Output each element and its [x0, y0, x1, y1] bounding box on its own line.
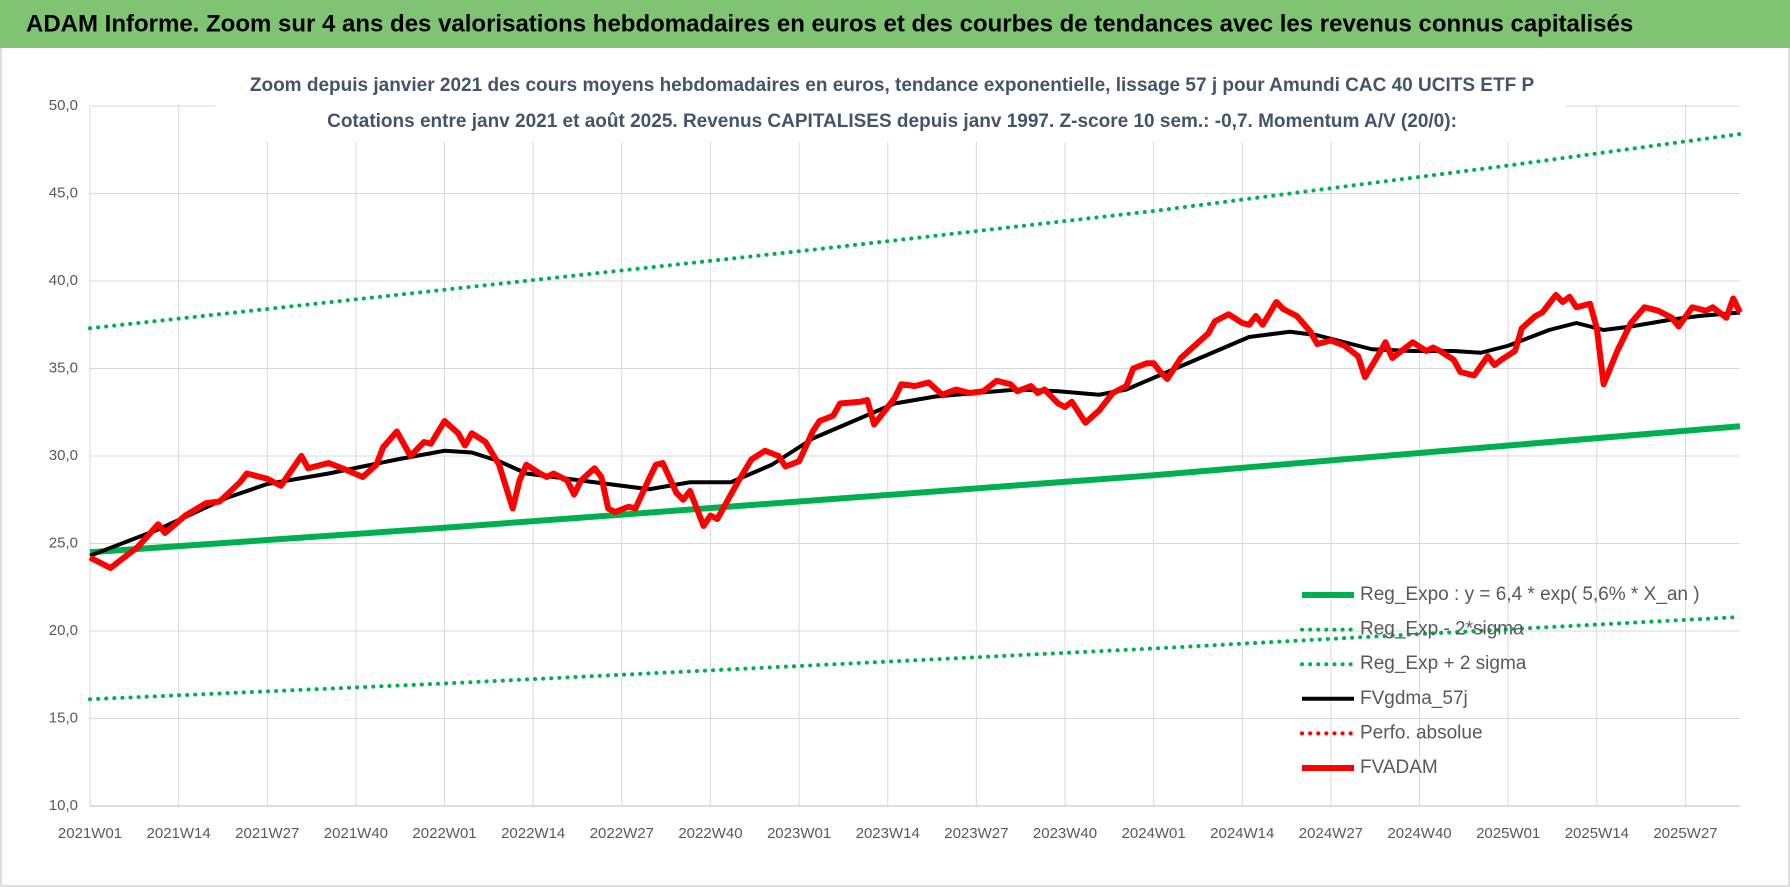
x-tick-label: 2024W27 — [1299, 825, 1363, 842]
x-tick-label: 2023W01 — [767, 825, 831, 842]
y-tick-label: 45,0 — [49, 184, 78, 201]
y-tick-label: 25,0 — [49, 534, 78, 551]
x-tick-label: 2021W40 — [324, 825, 388, 842]
x-tick-label: 2022W40 — [678, 825, 742, 842]
y-tick-label: 10,0 — [49, 797, 78, 814]
legend-label: FVgdma_57j — [1360, 688, 1468, 709]
legend-label: Reg_Exp - 2*sigma — [1360, 619, 1524, 640]
x-tick-label: 2024W14 — [1210, 825, 1274, 842]
y-tick-label: 15,0 — [49, 709, 78, 726]
series-line — [89, 423, 1741, 556]
x-tick-label: 2023W40 — [1033, 825, 1097, 842]
y-tick-label: 35,0 — [49, 359, 78, 376]
x-tick-label: 2021W14 — [147, 825, 211, 842]
chart-subtitle: Cotations entre janv 2021 et août 2025. … — [327, 111, 1457, 132]
series-line — [88, 132, 1742, 331]
x-tick-label: 2023W27 — [944, 825, 1008, 842]
chart-subtitle: Zoom depuis janvier 2021 des cours moyen… — [250, 75, 1535, 96]
y-tick-label: 30,0 — [49, 447, 78, 464]
legend-label: FVADAM — [1360, 757, 1438, 778]
x-tick-label: 2022W14 — [501, 825, 565, 842]
legend-label: Perfo. absolue — [1360, 722, 1483, 743]
x-tick-label: 2022W27 — [590, 825, 654, 842]
y-tick-label: 20,0 — [49, 622, 78, 639]
x-tick-label: 2024W40 — [1387, 825, 1451, 842]
x-tick-label: 2024W01 — [1122, 825, 1186, 842]
subtitle-box — [215, 66, 1565, 142]
legend-label: Reg_Exp + 2 sigma — [1360, 653, 1527, 674]
x-tick-label: 2022W01 — [412, 825, 476, 842]
legend-label: Reg_Expo : y = 6,4 * exp( 5,6% * X_an ) — [1360, 584, 1700, 605]
header-title: ADAM Informe. Zoom sur 4 ans des valoris… — [26, 10, 1633, 37]
x-tick-label: 2025W27 — [1653, 825, 1717, 842]
x-tick-label: 2021W01 — [58, 825, 122, 842]
y-tick-label: 40,0 — [49, 272, 78, 289]
series-line — [88, 615, 1742, 702]
x-tick-label: 2025W14 — [1565, 825, 1629, 842]
x-tick-label: 2023W14 — [856, 825, 920, 842]
x-tick-label: 2021W27 — [235, 825, 299, 842]
header-bar — [0, 0, 1790, 48]
y-tick-label: 50,0 — [49, 97, 78, 114]
x-tick-label: 2025W01 — [1476, 825, 1540, 842]
series-line — [88, 292, 1743, 571]
